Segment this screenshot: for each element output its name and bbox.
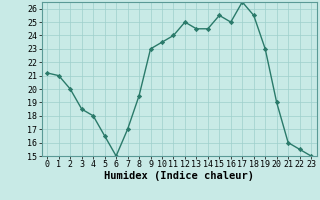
X-axis label: Humidex (Indice chaleur): Humidex (Indice chaleur) <box>104 171 254 181</box>
